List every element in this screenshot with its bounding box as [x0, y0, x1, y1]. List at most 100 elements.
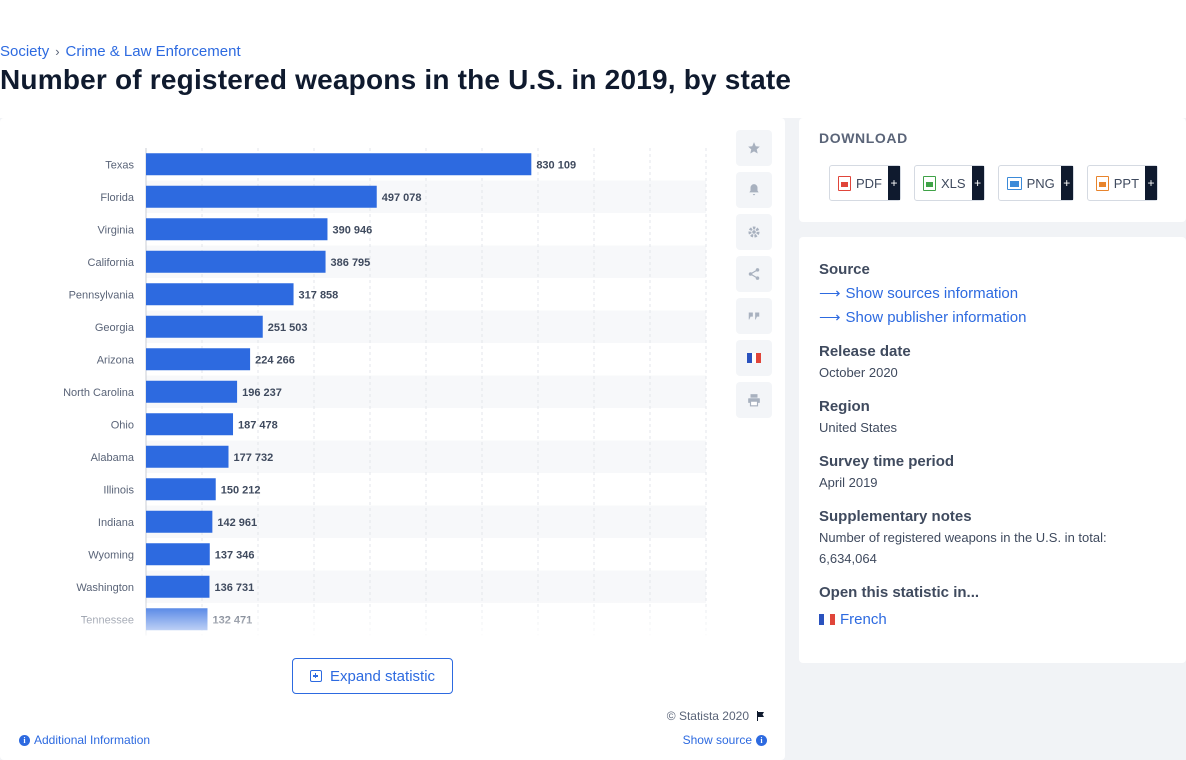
bar	[146, 413, 234, 436]
show-source-link[interactable]: Show source i	[683, 733, 767, 747]
bar	[146, 218, 328, 241]
category-label: California	[88, 257, 135, 269]
survey-period-value: April 2019	[819, 475, 878, 490]
data-label: 390 946	[332, 224, 372, 236]
region-heading: Region	[819, 398, 870, 415]
download-title: DOWNLOAD	[819, 130, 908, 146]
open-statistic-heading: Open this statistic in...	[819, 584, 980, 601]
png-file-icon	[1006, 176, 1022, 190]
info-icon: i	[19, 734, 30, 746]
bar	[146, 283, 294, 306]
show-publisher-link[interactable]: ⟶ Show publisher information	[819, 308, 1027, 327]
report-flag-icon[interactable]	[755, 710, 767, 722]
bar	[146, 250, 326, 273]
xls-plus[interactable]: +	[971, 166, 984, 200]
bar	[146, 348, 251, 371]
copyright-text: © Statista 2020	[666, 709, 749, 723]
region-value: United States	[819, 420, 898, 435]
pdf-plus[interactable]: +	[888, 166, 900, 200]
png-plus[interactable]: +	[1060, 166, 1073, 200]
data-label: 830 109	[536, 159, 576, 171]
bell-icon[interactable]	[736, 172, 772, 208]
category-label: Texas	[105, 159, 134, 171]
release-date-value: October 2020	[819, 365, 898, 380]
statistic-details-card: Source ⟶ Show sources information ⟶ Show p…	[799, 237, 1186, 663]
flag-fr-icon[interactable]	[736, 340, 772, 376]
expand-statistic-button[interactable]: Expand statistic	[292, 658, 453, 694]
bar	[146, 315, 263, 338]
info-icon: i	[756, 734, 767, 746]
print-icon[interactable]	[736, 382, 772, 418]
bar	[146, 380, 238, 403]
data-label: 177 732	[234, 452, 274, 464]
bar	[146, 575, 210, 598]
bar	[146, 510, 213, 533]
show-sources-link[interactable]: ⟶ Show sources information	[819, 284, 1019, 303]
open-in-french-link[interactable]: French	[819, 611, 887, 628]
show-sources-label: Show sources information	[845, 284, 1019, 302]
source-heading: Source	[819, 261, 870, 278]
data-label: 196 237	[242, 387, 282, 399]
xls-label: XLS	[941, 175, 966, 191]
open-in-french-label: French	[840, 611, 887, 628]
category-label: North Carolina	[63, 387, 135, 399]
xls-file-icon	[923, 175, 936, 191]
supplementary-notes-heading: Supplementary notes	[819, 508, 972, 525]
flag-fr-icon	[819, 614, 835, 625]
category-label: Illinois	[103, 484, 134, 496]
data-label: 317 858	[299, 289, 339, 301]
category-label: Ohio	[111, 419, 134, 431]
category-label: Virginia	[98, 224, 135, 236]
page-title: Number of registered weapons in the U.S.…	[0, 64, 792, 95]
data-label: 251 503	[268, 322, 308, 334]
data-label: 142 961	[217, 517, 257, 529]
data-label: 132 471	[212, 614, 252, 626]
arrow-right-icon: ⟶	[819, 285, 841, 302]
survey-period-heading: Survey time period	[819, 453, 955, 470]
download-pdf-button[interactable]: PDF +	[829, 165, 901, 201]
bar	[146, 478, 216, 501]
data-label: 224 266	[255, 354, 295, 366]
bar-chart: Texas 830 109 Florida 497 078 Virginia 390 94…	[63, 148, 707, 636]
show-source-label: Show source	[682, 733, 752, 747]
breadcrumb-separator: ›	[55, 44, 60, 59]
release-date-heading: Release date	[819, 343, 911, 360]
quote-icon[interactable]	[736, 298, 772, 334]
additional-information-link[interactable]: i Additional Information	[19, 733, 150, 747]
expand-icon	[309, 670, 322, 682]
category-label: Washington	[76, 582, 134, 594]
show-publisher-label: Show publisher information	[845, 308, 1027, 326]
bar	[146, 445, 229, 468]
supplementary-notes-value: Number of registered weapons in the U.S.…	[819, 530, 1107, 566]
category-label: Georgia	[95, 322, 135, 334]
bar	[146, 543, 210, 566]
category-label: Wyoming	[88, 549, 134, 561]
arrow-right-icon: ⟶	[819, 309, 841, 326]
data-label: 187 478	[238, 419, 278, 431]
data-label: 150 212	[221, 484, 261, 496]
bar	[146, 608, 208, 631]
ppt-label: PPT	[1113, 175, 1140, 191]
category-label: Indiana	[98, 517, 135, 529]
download-xls-button[interactable]: XLS +	[914, 165, 985, 201]
png-label: PNG	[1026, 175, 1055, 191]
star-icon[interactable]	[736, 130, 772, 166]
download-card: DOWNLOAD PDF + XLS + PNG + PPT +	[799, 118, 1186, 222]
download-ppt-button[interactable]: PPT +	[1086, 165, 1159, 201]
ppt-file-icon	[1095, 175, 1109, 191]
gear-icon[interactable]	[736, 214, 772, 250]
bar	[146, 153, 532, 176]
chart-card: Texas 830 109 Florida 497 078 Virginia 390 94…	[0, 118, 785, 760]
category-label: Tennessee	[81, 614, 134, 626]
breadcrumb-crime[interactable]: Crime & Law Enforcement	[65, 43, 241, 60]
data-label: 136 731	[214, 582, 254, 594]
breadcrumb-society[interactable]: Society	[0, 43, 50, 60]
download-png-button[interactable]: PNG +	[997, 165, 1074, 201]
category-label: Florida	[100, 192, 135, 204]
pdf-file-icon	[838, 175, 851, 191]
pdf-label: PDF	[856, 175, 882, 191]
category-label: Pennsylvania	[69, 289, 135, 301]
chart-toolbar	[736, 130, 772, 418]
ppt-plus[interactable]: +	[1145, 166, 1158, 200]
share-icon[interactable]	[736, 256, 772, 292]
